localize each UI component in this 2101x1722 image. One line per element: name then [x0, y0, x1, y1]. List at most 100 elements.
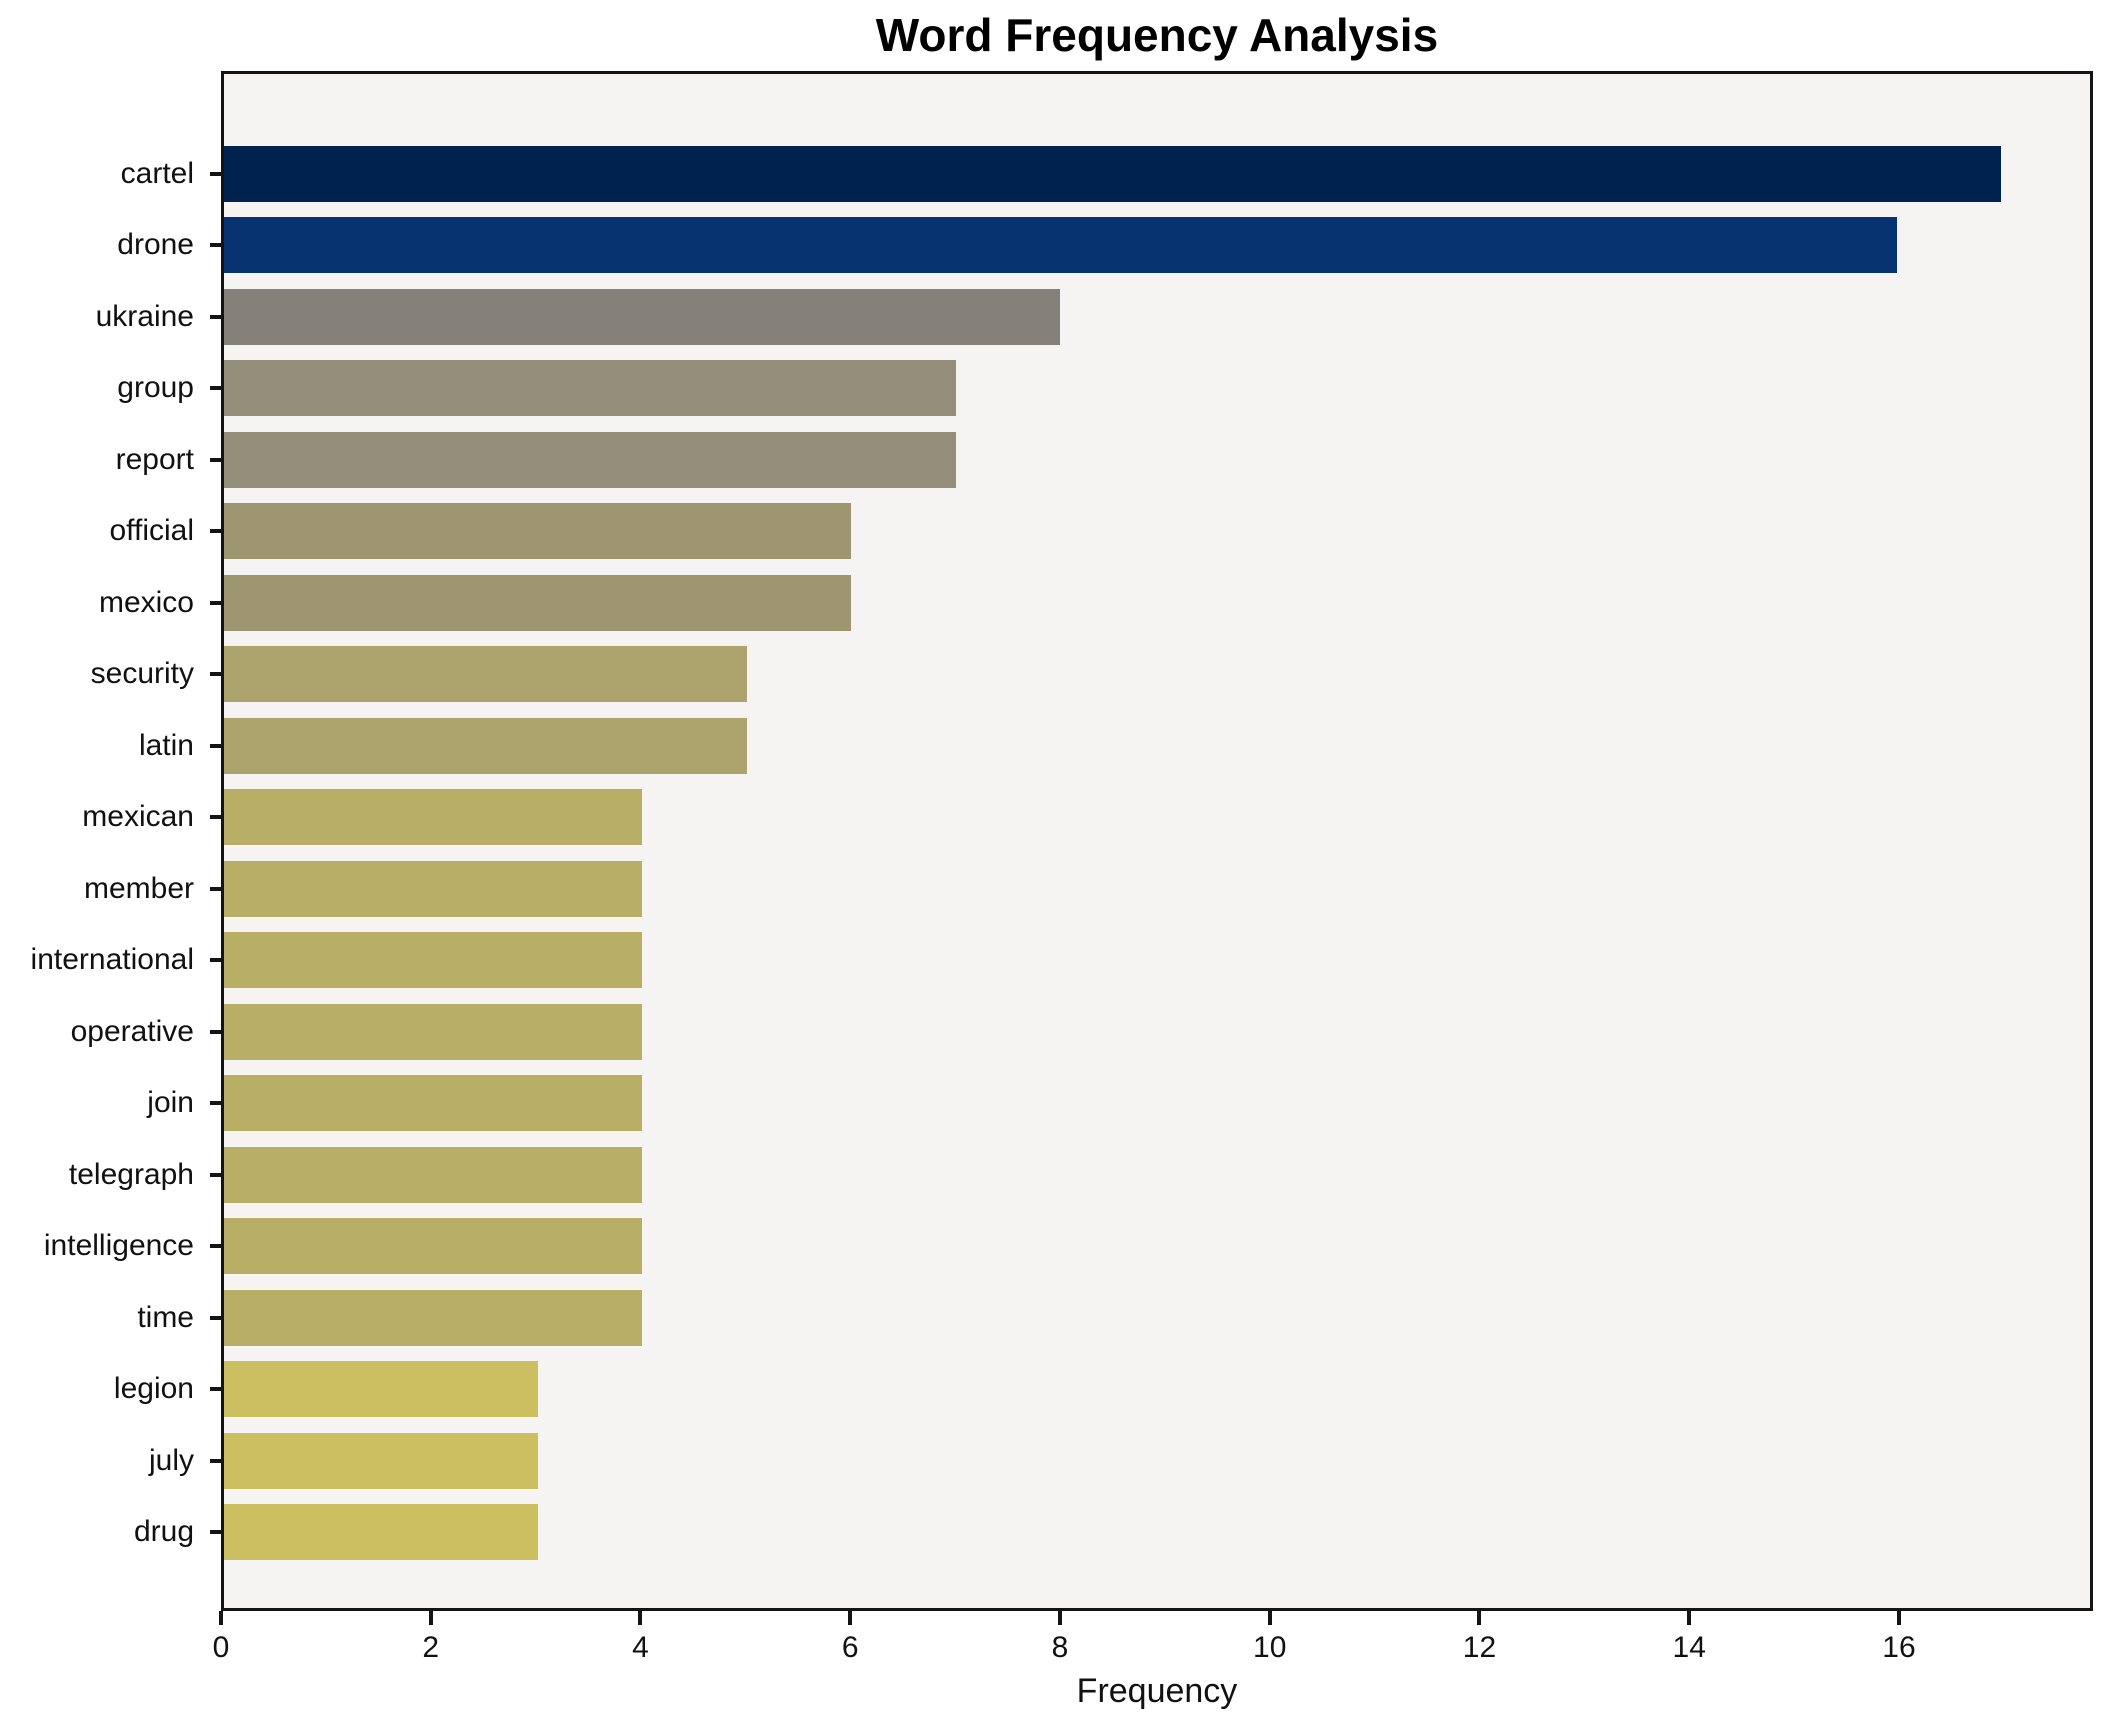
bar-ukraine [224, 288, 1061, 345]
y-tick-mark [210, 958, 221, 963]
bar-row: join [147, 1068, 2090, 1140]
x-tick-label: 12 [1462, 1631, 1497, 1664]
x-tick-label: 16 [1882, 1631, 1916, 1664]
bar-row: legion [114, 1354, 2090, 1426]
bar-drone [224, 217, 1897, 274]
bar-report [224, 431, 956, 488]
y-tick-mark [210, 457, 221, 462]
bar-row: mexico [99, 567, 2090, 639]
y-tick-label: latin [138, 728, 194, 762]
y-tick-mark [210, 171, 221, 176]
y-tick-mark [210, 1101, 221, 1106]
bar-international [224, 932, 643, 989]
x-tick-mark [1057, 1611, 1062, 1625]
bar-mexican [224, 789, 643, 846]
x-tick-mark [219, 1611, 223, 1625]
y-tick-label: drug [133, 1515, 194, 1549]
bar-latin [224, 717, 747, 774]
y-tick-label: intelligence [43, 1229, 194, 1263]
y-tick-mark [210, 1172, 221, 1177]
y-tick-mark [210, 672, 221, 677]
bar-row: security [91, 639, 2090, 711]
bar-intelligence [224, 1218, 643, 1275]
x-tick-mark [848, 1611, 853, 1625]
y-tick-label: report [115, 442, 194, 476]
bar-row: time [137, 1282, 2090, 1354]
bar-member [224, 860, 643, 917]
x-tick-mark [1687, 1611, 1692, 1625]
bar-row: official [110, 496, 2090, 568]
y-tick-label: operative [70, 1014, 194, 1048]
y-tick-label: drone [117, 228, 194, 262]
bar-row: drug [134, 1497, 2090, 1569]
x-tick-mark [1477, 1611, 1482, 1625]
x-tick-label: 8 [1051, 1631, 1069, 1664]
bar-group [224, 360, 956, 417]
x-tick-mark [428, 1611, 433, 1625]
y-tick-mark [210, 1029, 221, 1034]
y-tick-label: security [90, 657, 194, 691]
x-tick-label: 14 [1672, 1631, 1706, 1664]
y-tick-mark [210, 743, 221, 748]
y-tick-label: official [109, 514, 195, 548]
y-tick-label: mexican [82, 800, 194, 834]
bar-drug [224, 1504, 538, 1561]
y-tick-label: telegraph [68, 1157, 194, 1191]
y-tick-label: member [83, 871, 194, 905]
y-tick-label: cartel [120, 156, 194, 190]
bar-row: international [31, 925, 2090, 997]
bar-row: member [84, 853, 2090, 925]
y-tick-mark [210, 815, 221, 820]
bar-row: report [116, 424, 2090, 496]
y-tick-label: international [30, 943, 194, 977]
chart-title: Word Frequency Analysis [875, 9, 1439, 61]
bar-row: drone [117, 210, 2090, 282]
y-tick-label: time [137, 1300, 194, 1334]
y-tick-mark [210, 600, 221, 605]
bar-row: mexican [82, 782, 2090, 854]
bar-row: operative [71, 996, 2090, 1068]
y-tick-label: mexico [98, 585, 194, 619]
y-tick-mark [210, 1244, 221, 1249]
x-tick-label: 10 [1253, 1631, 1287, 1664]
y-tick-mark [210, 1387, 221, 1392]
bar-row: cartel [121, 138, 2090, 210]
y-tick-mark [210, 1315, 221, 1320]
y-tick-mark [210, 243, 221, 248]
bar-row: group [117, 353, 2090, 425]
y-tick-mark [210, 1458, 221, 1463]
bar-row: ukraine [96, 281, 2090, 353]
plot-area: cartel drone ukraine group report official mex… [31, 71, 2093, 1611]
x-tick-label: 4 [632, 1631, 649, 1664]
bar-join [224, 1075, 643, 1132]
bar-official [224, 503, 852, 560]
bar-row: latin [139, 710, 2090, 782]
bar-mexico [224, 574, 852, 631]
bar-operative [224, 1003, 643, 1060]
y-tick-label: group [117, 371, 194, 405]
bar-row: intelligence [44, 1211, 2090, 1283]
x-tick-mark [638, 1611, 643, 1625]
bar-telegraph [224, 1146, 643, 1203]
bar-row: july [149, 1425, 2090, 1497]
y-tick-mark [210, 529, 221, 534]
x-axis-label: Frequency [1076, 1672, 1238, 1710]
y-tick-mark [210, 886, 221, 891]
x-tick-label: 2 [422, 1631, 440, 1664]
y-tick-label: ukraine [95, 299, 194, 333]
x-tick-mark [1896, 1611, 1901, 1625]
bar-july [224, 1432, 538, 1489]
y-tick-label: legion [113, 1372, 194, 1406]
x-tick-label: 0 [212, 1631, 230, 1664]
bar-legion [224, 1361, 538, 1418]
y-tick-mark [210, 386, 221, 391]
bar-row: telegraph [69, 1139, 2090, 1211]
bar-cartel [224, 145, 2002, 202]
y-tick-mark [210, 1530, 221, 1535]
x-tick-label: 6 [841, 1631, 859, 1664]
x-tick-mark [1267, 1611, 1272, 1625]
y-tick-label: july [148, 1443, 194, 1477]
y-tick-mark [210, 314, 221, 319]
y-tick-label: join [147, 1086, 194, 1120]
